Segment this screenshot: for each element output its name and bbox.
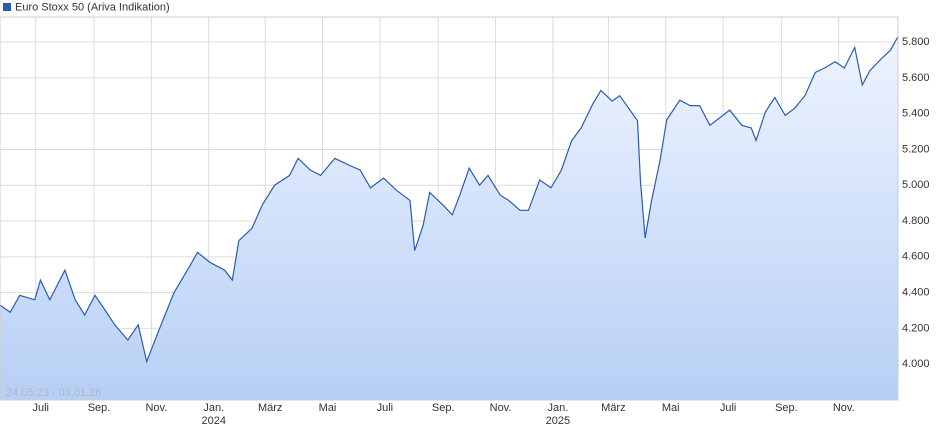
x-tick-label: Juli (720, 402, 737, 414)
x-tick-label: Sep. (775, 402, 798, 414)
x-tick-label: Juli (377, 402, 394, 414)
x-tick-label: Juli (32, 402, 49, 414)
y-tick-label: 5.200 (902, 143, 930, 155)
x-tick-label: Nov. (490, 402, 512, 414)
legend-swatch (3, 3, 11, 11)
y-tick-label: 4.600 (902, 251, 930, 263)
y-tick-label: 4.800 (902, 215, 930, 227)
x-tick-label: Mai (662, 402, 680, 414)
x-tick-label: Sep. (88, 402, 111, 414)
y-tick-label: 5.800 (902, 36, 930, 48)
y-tick-label: 4.400 (902, 287, 930, 299)
y-tick-label: 5.600 (902, 72, 930, 84)
y-tick-label: 4.200 (902, 322, 930, 334)
x-tick-label: Sep. (432, 402, 455, 414)
x-tick-label: Jan. (203, 402, 224, 414)
x-tick-label: März (601, 402, 625, 414)
line (0, 36, 899, 364)
x-tick-label: März (258, 402, 282, 414)
x-year-label: 2025 (546, 415, 570, 427)
x-tick-label: Nov. (145, 402, 167, 414)
x-year-label: 2024 (202, 415, 226, 427)
legend-label: Euro Stoxx 50 (Ariva Indikation) (15, 1, 170, 13)
x-tick-label: Jan. (548, 402, 569, 414)
range-label: 24.05.23 - 03.01.26 (6, 387, 101, 399)
y-tick-label: 5.400 (902, 108, 930, 120)
plot-area (0, 16, 899, 401)
area (0, 36, 898, 400)
x-tick-label: Nov. (833, 402, 855, 414)
y-tick-label: 4.000 (902, 358, 930, 370)
y-tick-label: 5.000 (902, 179, 930, 191)
x-tick-label: Mai (319, 402, 337, 414)
